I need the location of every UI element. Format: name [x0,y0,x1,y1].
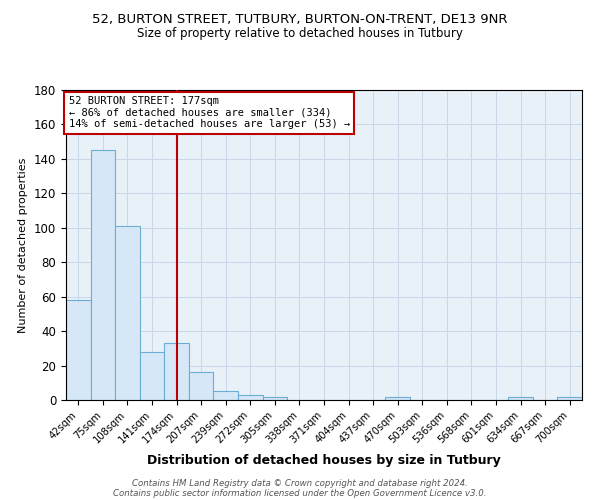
Bar [508,396,533,400]
Bar [238,395,263,400]
Bar [385,396,410,400]
Bar [557,396,582,400]
Bar [140,352,164,400]
Y-axis label: Number of detached properties: Number of detached properties [19,158,28,332]
Bar [189,372,214,400]
Bar [164,343,189,400]
Bar [263,396,287,400]
Bar [214,392,238,400]
Text: Contains HM Land Registry data © Crown copyright and database right 2024.: Contains HM Land Registry data © Crown c… [132,478,468,488]
Bar [91,150,115,400]
Bar [66,300,91,400]
Text: 52 BURTON STREET: 177sqm
← 86% of detached houses are smaller (334)
14% of semi-: 52 BURTON STREET: 177sqm ← 86% of detach… [68,96,350,130]
X-axis label: Distribution of detached houses by size in Tutbury: Distribution of detached houses by size … [147,454,501,466]
Text: Size of property relative to detached houses in Tutbury: Size of property relative to detached ho… [137,28,463,40]
Bar [115,226,140,400]
Text: Contains public sector information licensed under the Open Government Licence v3: Contains public sector information licen… [113,488,487,498]
Text: 52, BURTON STREET, TUTBURY, BURTON-ON-TRENT, DE13 9NR: 52, BURTON STREET, TUTBURY, BURTON-ON-TR… [92,12,508,26]
